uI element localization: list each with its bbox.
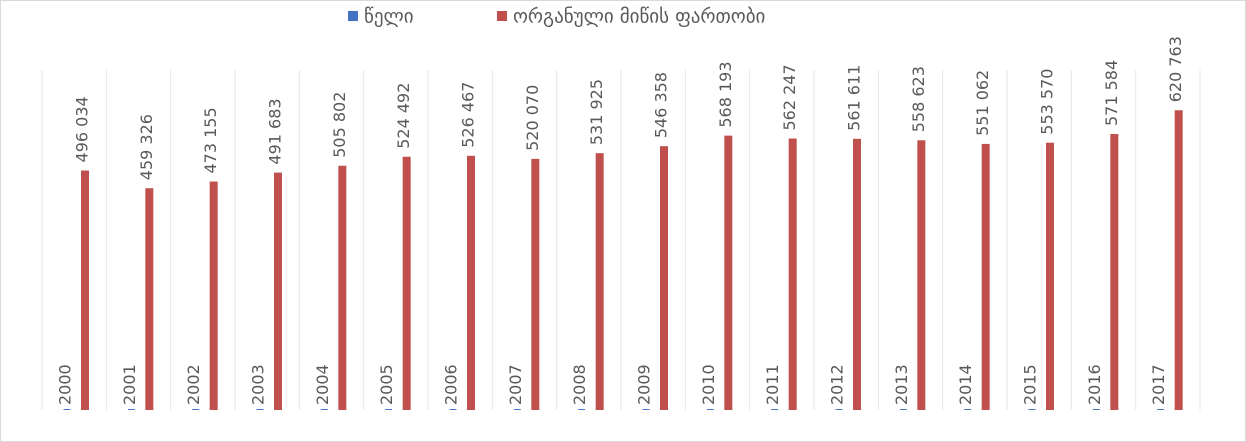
bar: [467, 155, 475, 410]
bar: [964, 409, 972, 410]
data-label: 2004: [313, 364, 332, 405]
legend-swatch: [497, 11, 507, 21]
data-label: 2000: [56, 364, 75, 405]
bar: [63, 409, 71, 410]
data-label: 526 467: [459, 82, 478, 148]
data-label: 546 358: [652, 72, 671, 138]
data-label: 491 683: [266, 98, 285, 164]
data-label: 2012: [828, 364, 847, 405]
data-label: 571 584: [1102, 60, 1121, 126]
data-label: 2007: [506, 364, 525, 405]
data-label: 2003: [249, 364, 268, 405]
bar: [1110, 134, 1119, 410]
data-label: 524 492: [394, 83, 413, 149]
bar: [899, 409, 907, 410]
data-label: 2006: [442, 364, 461, 405]
bar: [724, 135, 733, 410]
bar: [1028, 409, 1036, 410]
data-label: 2001: [120, 364, 139, 405]
data-label: 2008: [570, 364, 589, 405]
bar: [274, 172, 282, 410]
data-label: 520 070: [523, 85, 542, 151]
bar: [595, 153, 604, 410]
data-label: 620 763: [1166, 36, 1185, 102]
bar: [706, 409, 714, 410]
data-label: 568 193: [716, 61, 735, 127]
bar: [449, 409, 457, 410]
data-label: 2002: [184, 364, 203, 405]
bar: [1174, 110, 1183, 410]
bar: [578, 409, 586, 410]
data-label: 553 570: [1038, 69, 1057, 135]
bar: [385, 409, 393, 410]
data-label: 2010: [699, 364, 718, 405]
legend-label: ორგანული მიწის ფართობი: [513, 6, 765, 28]
bar: [145, 188, 154, 410]
data-label: 558 623: [909, 66, 928, 132]
bar: [81, 170, 89, 410]
data-label: 531 925: [587, 79, 606, 145]
legend-swatch: [348, 11, 358, 21]
data-label: 561 611: [845, 65, 864, 131]
data-label: 2009: [635, 364, 654, 405]
bar: [256, 409, 264, 410]
bar: [788, 138, 797, 410]
bar: [981, 143, 990, 410]
data-label: 2015: [1021, 364, 1040, 405]
bar: [1046, 142, 1054, 410]
bar: [917, 140, 926, 410]
data-label: 2011: [763, 364, 782, 405]
bar: [771, 409, 779, 410]
bar: [209, 181, 218, 410]
bar: [192, 409, 200, 410]
bar: [320, 409, 328, 410]
bar: [402, 156, 411, 410]
bar: [1092, 409, 1100, 410]
data-label: 551 062: [973, 70, 992, 136]
data-label: 2005: [377, 364, 396, 405]
bar: [338, 165, 347, 410]
data-label: 2016: [1085, 364, 1104, 405]
data-label: 459 326: [137, 114, 156, 180]
bar: [1157, 409, 1165, 410]
data-label: 2013: [892, 364, 911, 405]
bar: [853, 138, 861, 410]
bar: [531, 158, 540, 410]
data-label: 2017: [1149, 364, 1168, 405]
data-label: 2014: [956, 364, 975, 405]
bar: [513, 409, 521, 410]
bar: [642, 409, 650, 410]
data-label: 505 802: [330, 92, 349, 158]
data-label: 473 155: [201, 107, 220, 173]
data-label: 496 034: [73, 96, 92, 162]
bar: [835, 409, 843, 410]
data-label: 562 247: [780, 64, 799, 130]
bar: [127, 409, 135, 410]
bar: [660, 146, 668, 410]
legend-label: წელი: [364, 6, 414, 28]
